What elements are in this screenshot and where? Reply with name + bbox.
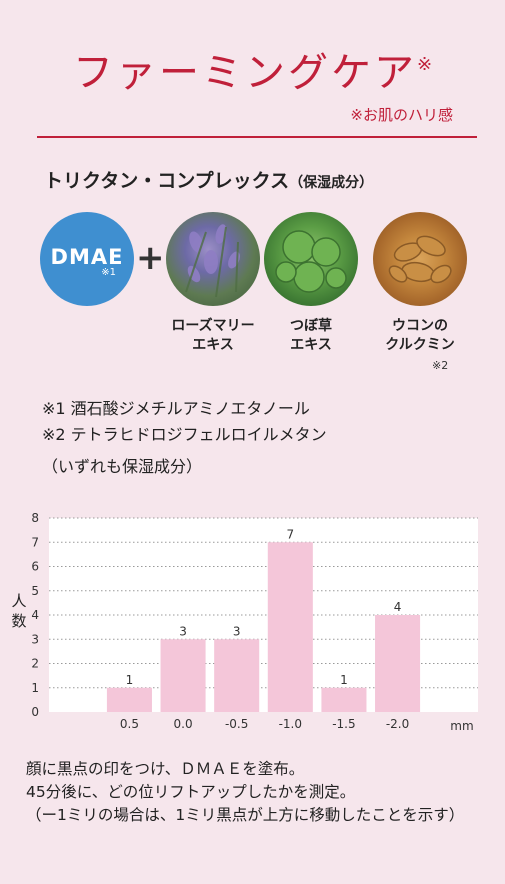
turmeric-art <box>388 235 452 284</box>
y-tick-label: 3 <box>31 632 39 646</box>
y-tick-label: 7 <box>31 535 39 549</box>
complex-suffix: （保湿成分） <box>289 175 374 191</box>
footnote-2: ※2 テトラヒドロジフェルロイルメタン <box>42 425 327 444</box>
title-note: ※お肌のハリ感 <box>350 106 453 124</box>
plus-sign: + <box>136 238 165 278</box>
x-tick-label: -0.5 <box>225 717 248 731</box>
ingredient-label-rosemary: ローズマリー エキス <box>171 318 255 353</box>
tsubo-art <box>275 230 347 293</box>
y-tick-label: 5 <box>31 584 39 598</box>
footnote-1: ※1 酒石酸ジメチルアミノエタノール <box>42 399 310 418</box>
x-tick-label: -2.0 <box>386 717 409 731</box>
y-tick-label: 0 <box>31 705 39 719</box>
data-label: 3 <box>233 624 241 638</box>
turmeric-mark: ※2 <box>432 359 449 372</box>
y-tick-label: 2 <box>31 657 39 671</box>
caption-line-3: （ー1ミリの場合は、1ミリ黒点が上方に移動したことを示す） <box>26 806 465 824</box>
title-mark: ※ <box>416 54 433 75</box>
complex-name: トリクタン・コンプレックス <box>44 170 290 192</box>
page-title: ファーミングケア※ <box>72 50 433 96</box>
footnotes: ※1 酒石酸ジメチルアミノエタノール ※2 テトラヒドロジフェルロイルメタン （… <box>42 396 327 480</box>
data-label: 7 <box>286 527 294 541</box>
x-tick-label: -1.5 <box>332 717 355 731</box>
bar <box>321 687 367 712</box>
x-unit-label: mm <box>450 719 473 733</box>
bar <box>214 639 260 712</box>
y-tick-label: 1 <box>31 681 39 695</box>
x-tick-label: 0.0 <box>174 717 193 731</box>
dmae-label: DMAE <box>50 244 124 269</box>
data-label: 1 <box>126 673 134 687</box>
rosemary-image <box>166 212 260 306</box>
rosemary-art <box>185 224 240 298</box>
y-tick-label: 6 <box>31 560 39 574</box>
y-axis-label: 人 <box>11 592 26 610</box>
ingredient-label-tsubo: つぼ草 エキス <box>290 318 332 353</box>
turmeric-image <box>373 212 467 306</box>
bar <box>160 639 206 712</box>
y-tick-label: 8 <box>31 511 39 525</box>
caption: 顔に黒点の印をつけ、ＤＭＡＥを塗布。 45分後に、どの位リフトアップしたかを測定… <box>26 758 464 827</box>
bar <box>106 687 152 712</box>
y-tick-label: 4 <box>31 608 39 622</box>
ingredient-label-turmeric: ウコンの クルクミン <box>385 318 455 353</box>
complex-heading: トリクタン・コンプレックス（保湿成分） <box>44 166 373 193</box>
bar-chart: 0 1 2 3 4 5 6 7 8 人数 1 0.5 3 0.0 3 -0.5 7 -1.0 1 -1.5 4 -2.0 m… <box>11 511 478 733</box>
footnote-3: （いずれも保湿成分） <box>42 457 203 476</box>
bar <box>375 615 421 712</box>
divider <box>37 136 477 138</box>
bar <box>267 542 313 712</box>
data-label: 4 <box>394 600 402 614</box>
x-tick-label: 0.5 <box>120 717 139 731</box>
caption-line-2: 45分後に、どの位リフトアップしたかを測定。 <box>26 783 356 801</box>
dmae-mark: ※1 <box>101 266 116 278</box>
dmae-circle: DMAE ※1 <box>40 212 134 306</box>
caption-line-1: 顔に黒点の印をつけ、ＤＭＡＥを塗布。 <box>26 760 305 778</box>
y-axis-label: 数 <box>11 612 26 630</box>
x-tick-label: -1.0 <box>279 717 302 731</box>
data-label: 3 <box>179 624 187 638</box>
data-label: 1 <box>340 673 348 687</box>
tsubo-image <box>264 212 358 306</box>
